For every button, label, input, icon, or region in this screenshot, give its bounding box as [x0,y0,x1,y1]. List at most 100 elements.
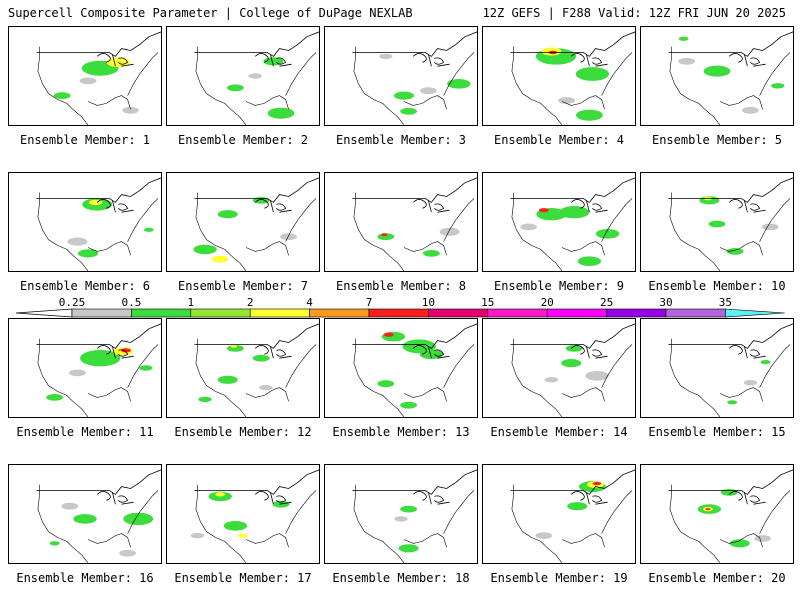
scp-field-contour [139,365,153,371]
ensemble-member-label: Ensemble Member: 18 [332,571,470,585]
ensemble-map-panel [640,464,794,564]
ensemble-member-label: Ensemble Member: 11 [16,425,154,439]
map-outline [127,490,159,534]
map-outline [254,491,292,505]
color-scale-bar: 0.25 0.5 1 2 4 7 10 15 20 25 30 35 [15,296,785,318]
ensemble-member-label: Ensemble Member: 20 [648,571,786,585]
map-outline [36,31,161,57]
scp-field-contour [561,359,582,368]
map-outline [443,344,475,388]
map-outline [285,52,317,96]
scp-field-contour [558,97,575,104]
map-outline [668,469,793,495]
ensemble-map [193,177,319,271]
scp-field-contour [227,84,244,92]
ensemble-map [36,31,161,125]
map-outline [668,323,793,349]
ensemble-member-label: Ensemble Member: 5 [651,133,783,147]
ensemble-member-label: Ensemble Member: 9 [493,279,625,293]
map-outline [511,484,532,538]
map-outline [511,338,532,392]
scp-field-contour [217,375,238,384]
scp-field-contour [705,508,711,511]
scp-field-contour [193,244,217,255]
map-outline [601,344,633,388]
colorbar-min-arrow [15,308,73,318]
scp-field-contour [708,220,726,228]
map-outline [254,199,292,213]
scp-field-contour [383,332,394,337]
ensemble-member-label: Ensemble Member: 2 [177,133,309,147]
map-outline [561,533,605,548]
scp-field-contour [238,533,248,538]
map-outline [353,192,374,246]
map-outline [352,31,477,57]
map-outline [759,344,791,388]
ensemble-map [194,31,319,125]
map-outline [215,99,247,125]
map-outline [96,491,134,505]
ensemble-member-label: Ensemble Member: 15 [648,425,786,439]
scp-field-contour [754,535,771,542]
colorbar-tick-label: 2 [247,296,254,309]
scp-field-contour [67,237,88,246]
map-outline [669,338,690,392]
map-outline [245,387,289,402]
map-outline [373,245,405,271]
map-outline [570,345,608,359]
map-outline [510,469,635,495]
map-outline [531,99,563,125]
map-outline [510,31,635,57]
scp-field-contour [119,549,136,557]
ensemble-map [668,31,793,125]
colorbar-tick-label: 0.25 [59,296,86,309]
scp-field-contour [419,349,444,360]
map-outline [352,469,477,495]
scp-field-contour [69,369,86,377]
map-outline [87,241,131,256]
scp-field-contour [230,345,238,348]
scp-field-contour [143,227,154,232]
ensemble-map-panel [8,464,162,564]
map-outline [373,391,405,417]
scp-field-contour [544,377,559,383]
ensemble-member-label: Ensemble Member: 17 [174,571,312,585]
map-outline [669,484,690,538]
scp-field-contour [53,92,71,99]
map-outline [570,53,608,67]
ensemble-member-label: Ensemble Member: 4 [493,133,625,147]
map-outline [353,338,374,392]
ensemble-map-panel [324,172,478,272]
map-outline [728,491,766,505]
scp-field-contour [79,77,97,85]
scp-field-contour [577,256,602,266]
map-outline [36,469,161,495]
ensemble-map-panel [324,26,478,126]
colorbar-tick-label: 35 [719,296,732,309]
map-outline [668,31,793,57]
colorbar-segment [309,308,370,318]
scp-field-contour [535,532,553,539]
map-outline [669,192,690,246]
scp-field-contour [538,208,549,213]
map-outline [719,387,763,402]
map-outline [96,345,134,359]
map-outline [195,192,216,246]
scp-field-contour [280,233,297,241]
map-outline [285,344,317,388]
scp-field-contour [394,91,414,100]
map-outline [443,490,475,534]
map-outline [87,95,131,110]
map-outline [689,99,721,125]
scp-field-contour [576,109,603,121]
scp-field-contour [742,106,759,114]
scp-field-contour [121,348,131,353]
scp-field-contour [215,492,226,497]
map-outline [759,198,791,242]
ensemble-member-label: Ensemble Member: 8 [335,279,467,293]
colorbar-segment [487,308,548,318]
map-outline [215,391,247,417]
map-outline [353,46,374,100]
map-outline [245,95,289,110]
colorbar-tick-label: 10 [422,296,435,309]
